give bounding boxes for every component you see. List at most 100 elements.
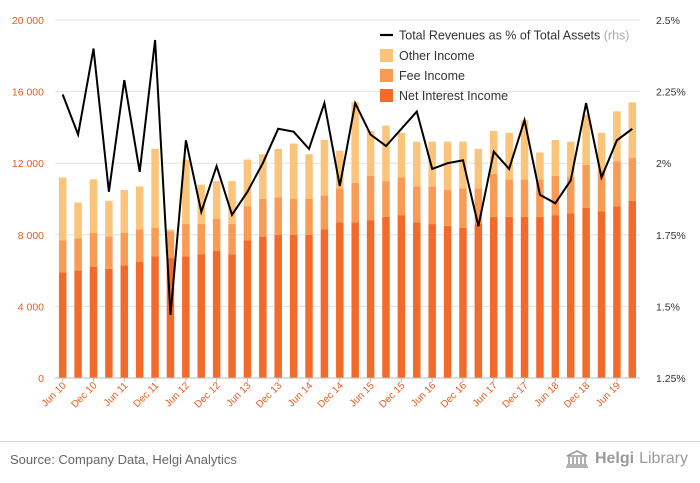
- bar-net-interest-income: [243, 240, 252, 378]
- bar-fee-income: [382, 181, 390, 217]
- bar-fee-income: [243, 206, 252, 241]
- bar-fee-income: [428, 186, 436, 225]
- bar-fee-income: [289, 199, 298, 235]
- y-right-tick-label: 1.75%: [656, 230, 686, 242]
- line-total-revenues-pct-assets: [61, 39, 633, 316]
- x-tick-label: Jun 16: [409, 380, 438, 409]
- bar-other-income: [135, 186, 144, 230]
- bar-net-interest-income: [551, 215, 560, 378]
- bar-net-interest-income: [397, 215, 406, 378]
- bar-other-income: [259, 154, 267, 199]
- x-tick-label: Jun 13: [225, 380, 254, 409]
- bar-fee-income: [259, 199, 267, 237]
- bar-other-income: [243, 159, 252, 207]
- bar-other-income: [197, 184, 205, 225]
- bar-fee-income: [182, 224, 190, 257]
- bar-fee-income: [135, 229, 144, 262]
- bar-net-interest-income: [197, 254, 205, 378]
- bar-fee-income: [520, 179, 529, 217]
- legend-label: Net Interest Income: [399, 89, 508, 103]
- bar-other-income: [520, 120, 529, 180]
- bar-other-income: [336, 150, 344, 189]
- bar-other-income: [351, 102, 359, 183]
- bar-other-income: [582, 114, 590, 165]
- bar-fee-income: [274, 197, 282, 235]
- bar-net-interest-income: [212, 250, 221, 378]
- bar-net-interest-income: [259, 236, 267, 378]
- bar-other-income: [397, 132, 406, 178]
- bar-other-income: [89, 179, 98, 234]
- bar-fee-income: [566, 177, 575, 214]
- bar-net-interest-income: [336, 222, 344, 378]
- bar-fee-income: [505, 179, 513, 217]
- bar-fee-income: [582, 164, 590, 208]
- y-left-tick-label: 4 000: [18, 301, 44, 313]
- bar-fee-income: [336, 188, 344, 223]
- bar-net-interest-income: [366, 220, 375, 378]
- bar-other-income: [382, 125, 390, 182]
- y-left-tick-label: 8 000: [18, 230, 44, 242]
- bar-fee-income: [366, 175, 375, 221]
- bar-fee-income: [597, 170, 606, 212]
- bar-fee-income: [351, 182, 359, 223]
- bar-other-income: [120, 190, 129, 234]
- y-right-tick-label: 2.25%: [656, 87, 686, 99]
- bar-net-interest-income: [597, 211, 606, 378]
- bar-net-interest-income: [228, 254, 236, 378]
- bar-other-income: [182, 159, 190, 225]
- bar-other-income: [428, 141, 436, 187]
- bar-net-interest-income: [628, 200, 637, 378]
- library-building-icon: [565, 450, 588, 468]
- y-left-tick-label: 16 000: [12, 87, 44, 99]
- bar-net-interest-income: [520, 216, 529, 378]
- legend-rhs-suffix: (rhs): [604, 29, 630, 43]
- bar-other-income: [289, 143, 298, 199]
- legend-swatch: [380, 89, 393, 102]
- bar-fee-income: [212, 218, 221, 251]
- bar-net-interest-income: [166, 258, 175, 378]
- bar-fee-income: [120, 233, 129, 266]
- bar-fee-income: [613, 161, 621, 207]
- legend-swatch: [380, 49, 393, 62]
- bar-net-interest-income: [474, 224, 483, 378]
- legend-label: Fee Income: [399, 69, 465, 83]
- bar-net-interest-income: [443, 225, 452, 378]
- bar-fee-income: [536, 179, 544, 217]
- bar-fee-income: [443, 190, 452, 226]
- bar-fee-income: [628, 157, 637, 201]
- bar-net-interest-income: [58, 272, 67, 378]
- bar-net-interest-income: [566, 213, 575, 378]
- bar-other-income: [151, 148, 159, 228]
- bar-net-interest-income: [105, 268, 113, 378]
- bar-other-income: [443, 141, 452, 191]
- bar-other-income: [74, 202, 82, 239]
- brand-name-rest: Library: [639, 450, 688, 467]
- bar-net-interest-income: [320, 229, 329, 378]
- bar-other-income: [459, 141, 467, 189]
- x-tick-label: Dec 14: [316, 380, 346, 410]
- bar-fee-income: [166, 231, 175, 259]
- legend-label: Other Income: [399, 49, 475, 63]
- bar-fee-income: [197, 224, 205, 255]
- x-tick-label: Dec 11: [132, 380, 162, 410]
- brand-logo: Helgi Library: [564, 449, 688, 469]
- bar-other-income: [166, 229, 175, 232]
- bar-fee-income: [490, 173, 498, 217]
- x-tick-label: Jun 19: [594, 380, 623, 409]
- bar-other-income: [320, 139, 329, 196]
- bar-net-interest-income: [135, 261, 144, 378]
- x-tick-label: Jun 11: [102, 380, 131, 409]
- bar-net-interest-income: [151, 256, 159, 378]
- y-right-tick-label: 2%: [656, 158, 671, 170]
- bar-other-income: [212, 181, 221, 219]
- bar-net-interest-income: [428, 224, 436, 378]
- bar-other-income: [228, 181, 236, 225]
- bar-fee-income: [459, 188, 467, 228]
- bar-other-income: [536, 152, 544, 180]
- footer-divider: [0, 441, 700, 442]
- x-tick-label: Jun 10: [40, 380, 69, 409]
- bar-other-income: [566, 141, 575, 178]
- x-tick-label: Jun 12: [163, 380, 192, 409]
- bar-net-interest-income: [382, 216, 390, 378]
